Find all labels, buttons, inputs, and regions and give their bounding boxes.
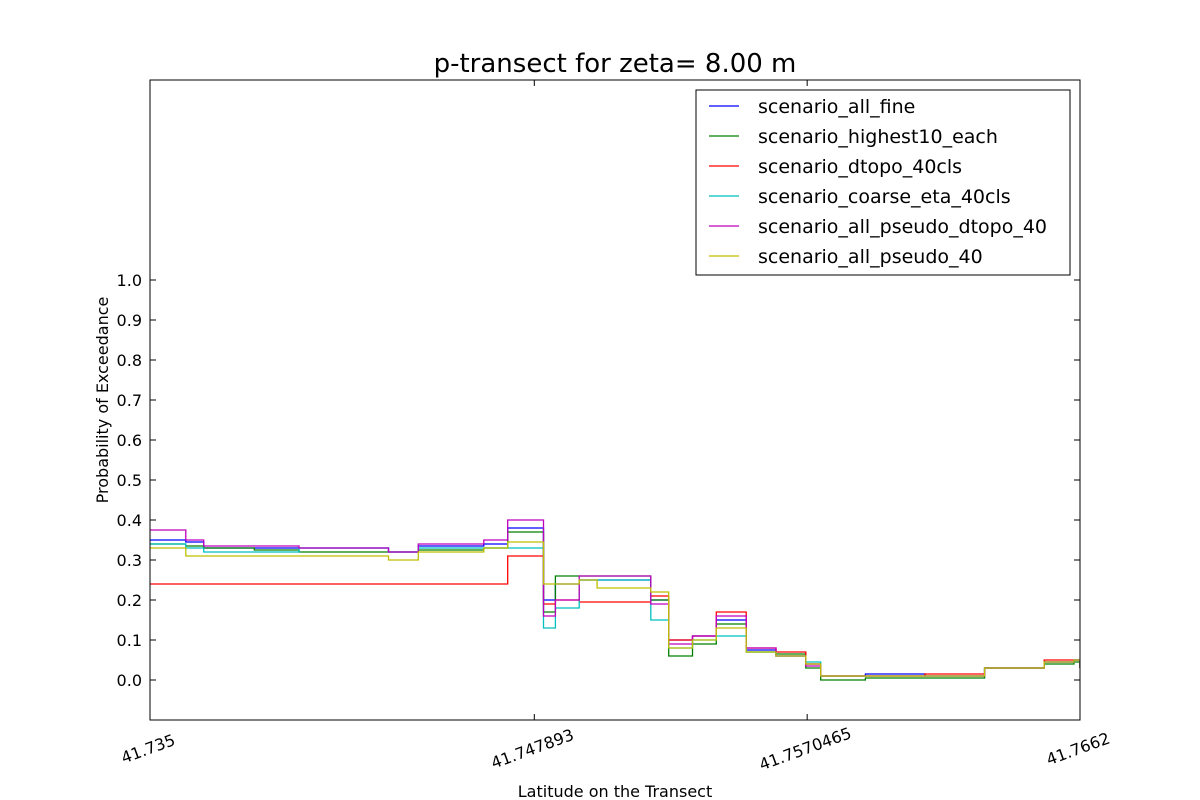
y-tick-label: 0.3 (117, 551, 142, 570)
x-axis-label: Latitude on the Transect (518, 782, 713, 800)
legend-label: scenario_coarse_eta_40cls (758, 186, 1011, 208)
legend-box (695, 89, 1071, 276)
legend-label: scenario_all_fine (758, 96, 915, 118)
y-tick-label: 1.0 (117, 271, 142, 290)
series-layer (150, 519, 1080, 681)
series-line-scenario_highest10_each (150, 531, 1080, 681)
legend: scenario_all_fine scenario_highest10_each… (695, 89, 1071, 276)
y-tick-label: 0.7 (117, 391, 142, 410)
series-line-scenario_dtopo_40cls (150, 555, 1080, 677)
y-tick-label: 0.9 (117, 311, 142, 330)
y-tick-label: 0.2 (117, 591, 142, 610)
legend-items: scenario_all_fine scenario_highest10_each… (709, 96, 1047, 268)
y-ticks: 0.0 0.1 0.2 0.3 0.4 0.5 0.6 0.7 0.8 0.9 1.0 (117, 271, 1080, 690)
series-line-scenario_all_pseudo_40 (150, 541, 1080, 677)
y-axis-label: Probability of Exceedance (93, 297, 112, 504)
legend-label: scenario_all_pseudo_dtopo_40 (758, 216, 1047, 238)
y-tick-label: 0.5 (117, 471, 142, 490)
y-tick-label: 0.8 (117, 351, 142, 370)
y-tick-label: 0.1 (117, 631, 142, 650)
legend-label: scenario_dtopo_40cls (758, 156, 962, 178)
legend-label: scenario_all_pseudo_40 (758, 246, 983, 268)
y-tick-label: 0.0 (117, 671, 142, 690)
chart-title: p-transect for zeta= 8.00 m (434, 49, 797, 79)
y-tick-label: 0.4 (117, 511, 142, 530)
y-tick-label: 0.6 (117, 431, 142, 450)
legend-label: scenario_highest10_each (758, 126, 998, 148)
